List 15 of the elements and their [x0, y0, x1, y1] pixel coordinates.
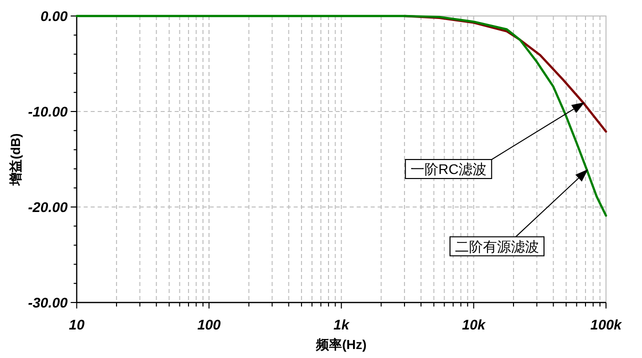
y-tick-label: -20.00 [28, 199, 68, 215]
x-tick-label: 1k [334, 316, 350, 332]
y-tick-label: -30.00 [28, 294, 68, 310]
x-tick-label: 100 [197, 316, 221, 332]
annotation: 二阶有源滤波 [450, 236, 544, 256]
x-tick-label: 100k [590, 316, 623, 332]
y-tick-label: -10.00 [28, 104, 68, 120]
x-tick-label: 10k [462, 316, 487, 332]
y-tick-label: 0.00 [40, 8, 68, 24]
annotation: 一阶RC滤波 [410, 161, 487, 178]
annotation: 一阶RC滤波 [404, 159, 492, 180]
annotation: 二阶有源滤波 [455, 238, 539, 254]
x-axis-title: 频率(Hz) [315, 337, 367, 352]
x-tick-label: 10 [68, 316, 85, 332]
y-axis-title: 增益(dB) [8, 133, 23, 186]
